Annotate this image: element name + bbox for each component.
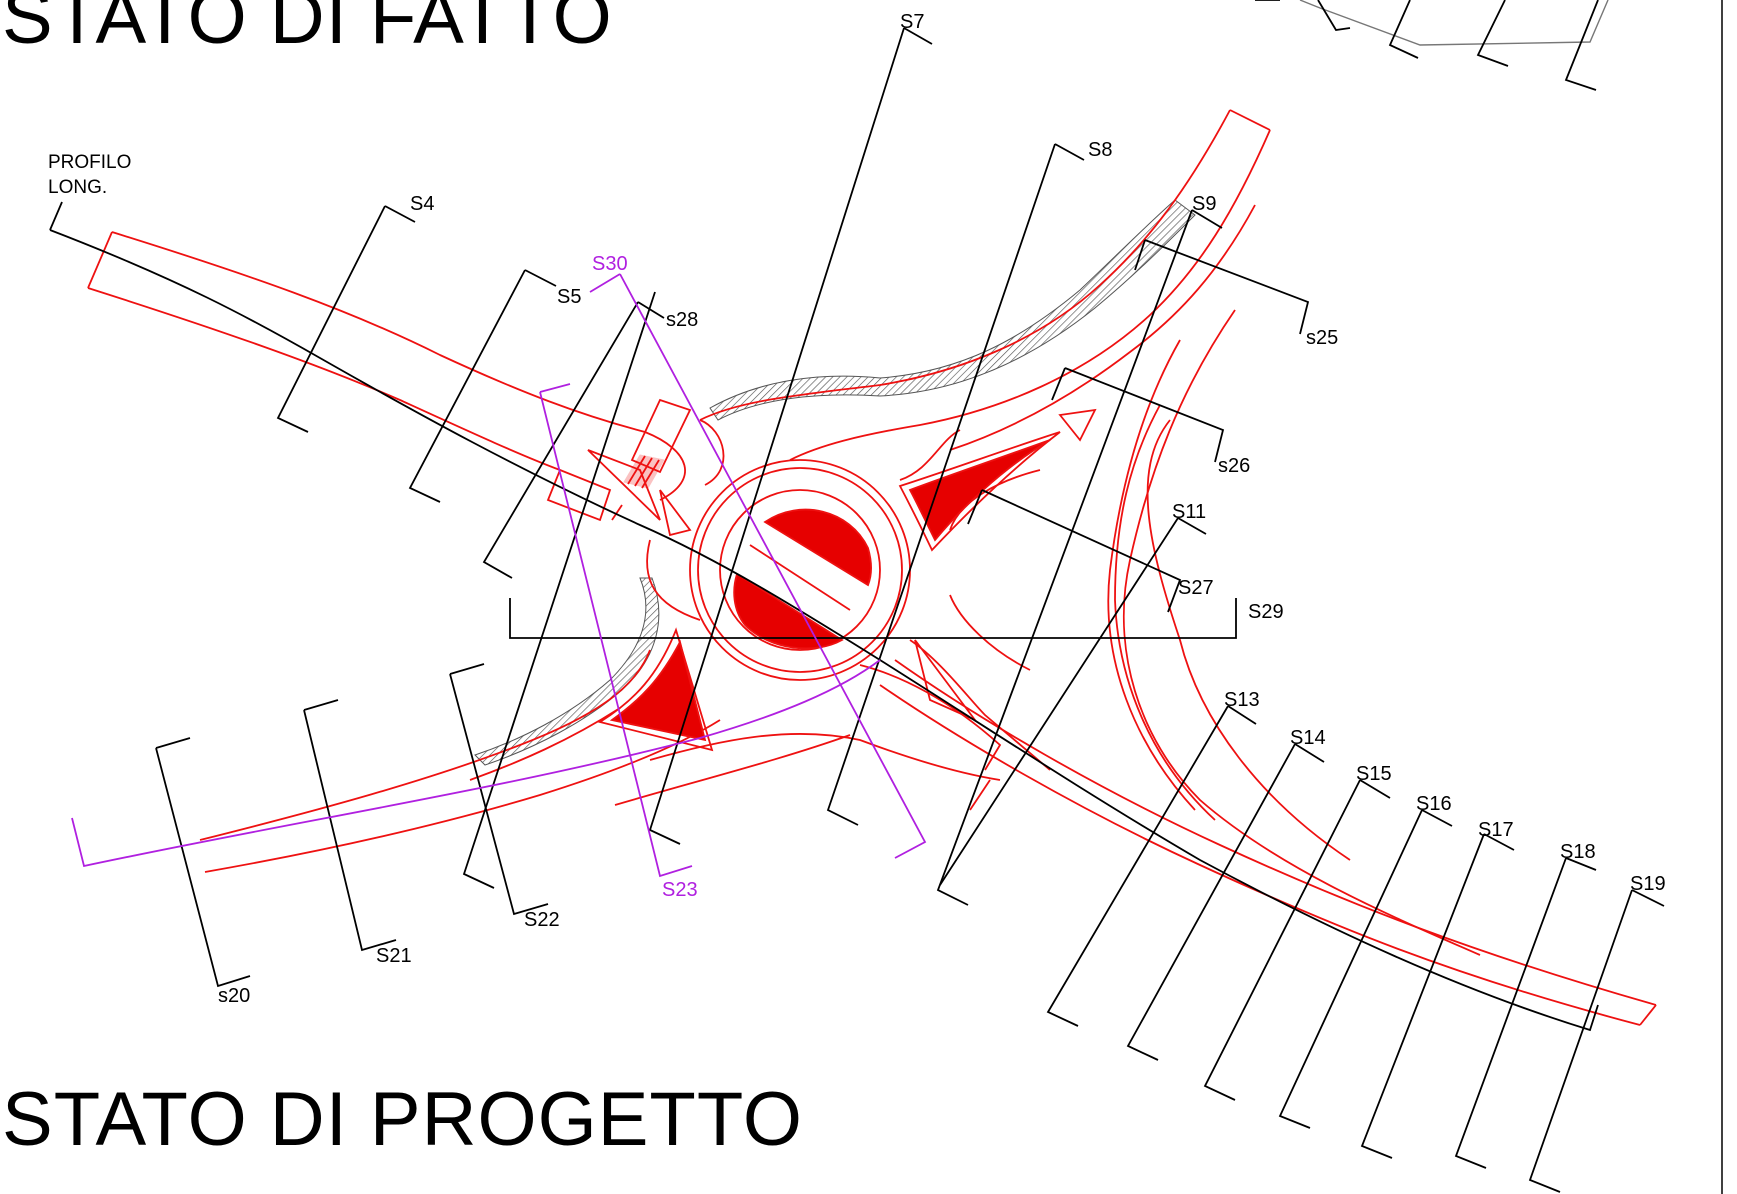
profile-long-label: PROFILO LONG. [48,152,132,198]
section-label-s7: S7 [900,11,924,33]
pedestrian-crossing [611,454,665,521]
section-line-s11 [939,517,1207,886]
title-existing-state: STATO DI FATTO [2,0,613,60]
magenta-section-lines [71,273,927,878]
section-line-s18 [1454,857,1597,1169]
section-label-s23: S23 [662,879,698,901]
section-line-s25 [1134,239,1310,335]
section-label-s27: S27 [1178,577,1214,599]
section-line-s9 [936,209,1223,906]
section-label-s26: s26 [1218,455,1250,477]
section-line-s27 [967,489,1182,613]
existing-state-fragment [1255,0,1609,91]
section-line-s5 [408,269,557,503]
section-label-s29: S29 [1248,601,1284,623]
section-line-s29 [509,598,1237,639]
section-line-s4 [276,205,416,433]
section-line-s14 [1126,743,1325,1061]
section-label-s21: S21 [376,945,412,967]
section-label-s5: S5 [557,286,581,308]
section-line-s16 [1278,809,1453,1129]
section-line-s8 [826,143,1085,826]
section-label-s30: S30 [592,253,628,275]
section-label-s8: S8 [1088,139,1112,161]
section-label-s17: S17 [1478,819,1514,841]
longitudinal-profile-line [49,201,1599,1032]
section-label-s14: S14 [1290,727,1326,749]
section-label-s28: s28 [666,309,698,331]
section-line-s23 [539,383,693,878]
section-label-s16: S16 [1416,793,1452,815]
section-line-s19 [1528,889,1665,1193]
section-line-s15 [1203,779,1391,1101]
section-line-s13 [1046,705,1257,1027]
section-line-s7 [648,27,933,845]
section-label-s13: S13 [1224,689,1260,711]
section-label-s4: S4 [410,193,434,215]
section-label-s9: S9 [1192,193,1216,215]
section-label-s15: S15 [1356,763,1392,785]
roundabout [689,459,911,681]
section-label-s19: S19 [1630,873,1666,895]
splitter-islands [587,408,1097,752]
section-line-s26 [1051,367,1225,463]
project-road-geometry [87,109,1657,1026]
section-label-s18: S18 [1560,841,1596,863]
title-project-state: STATO DI PROGETTO [2,1077,804,1162]
section-line-s17 [1360,833,1515,1159]
section-label-s11: S11 [1172,501,1206,523]
section-line-s20 [155,737,251,988]
section-label-s20: s20 [218,985,250,1007]
section-line-s22 [449,663,549,916]
section-line-s21 [303,699,397,952]
existing-road-edge-hatch [474,199,1196,766]
section-label-s22: S22 [524,909,560,931]
section-line-s28 [482,301,665,579]
section-lines [155,27,1665,1193]
section-label-s25: s25 [1306,327,1338,349]
section-labels: S4 S5 S7 S8 S9 S11 S13 S14 S15 S16 S17 S… [218,11,1666,1007]
section-line-s30 [589,273,927,859]
